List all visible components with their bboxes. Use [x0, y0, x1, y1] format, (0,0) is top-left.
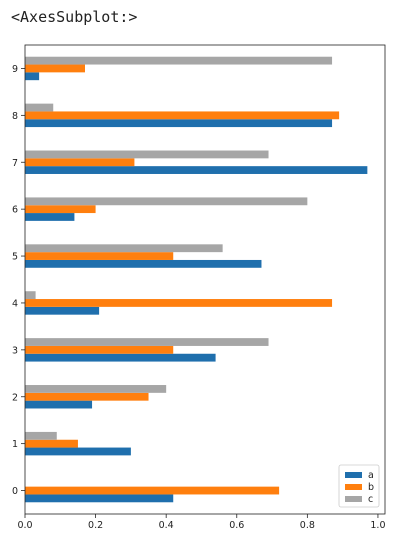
x-tick-label: 0.4 — [159, 520, 174, 531]
bar-a-3 — [25, 353, 216, 362]
bar-a-2 — [25, 400, 93, 409]
y-tick-label: 6 — [12, 205, 18, 216]
bar-c-2 — [25, 385, 167, 393]
bar-a-1 — [25, 447, 131, 456]
bar-b-2 — [25, 392, 149, 401]
legend-swatch-c — [345, 496, 362, 502]
bar-c-1 — [25, 431, 57, 440]
bar-a-7 — [25, 166, 368, 174]
y-tick-label: 1 — [12, 439, 18, 450]
bar-c-7 — [25, 150, 269, 159]
x-tick-label: 1.0 — [370, 520, 385, 531]
legend-swatch-b — [345, 484, 362, 490]
legend-label-a: a — [368, 470, 374, 481]
legend-label-c: c — [368, 494, 373, 505]
bar-b-6 — [25, 205, 96, 214]
bar-c-9 — [25, 56, 333, 65]
legend-label-b: b — [368, 482, 374, 493]
y-tick-label: 7 — [12, 158, 18, 169]
bar-b-4 — [25, 299, 333, 307]
bar-b-3 — [25, 345, 174, 354]
x-tick-label: 0.2 — [88, 520, 103, 531]
bar-c-6 — [25, 197, 308, 206]
bar-b-8 — [25, 111, 340, 120]
y-tick-label: 9 — [12, 64, 18, 75]
bar-c-8 — [25, 103, 54, 112]
y-tick-label: 5 — [12, 252, 18, 263]
bar-a-0 — [25, 494, 174, 503]
bar-a-4 — [25, 306, 100, 315]
bar-a-8 — [25, 119, 333, 128]
bar-b-9 — [25, 64, 85, 73]
bar-b-1 — [25, 439, 78, 448]
y-tick-label: 8 — [12, 111, 18, 122]
bar-b-0 — [25, 486, 280, 495]
bars-group — [25, 56, 368, 503]
x-tick-label: 0.6 — [229, 520, 244, 531]
legend: abc — [338, 464, 380, 508]
bar-b-7 — [25, 158, 135, 167]
y-tick-label: 3 — [12, 345, 18, 356]
plot-frame — [24, 44, 386, 515]
y-tick-label: 4 — [12, 298, 18, 309]
axes-group: 0.0 0.2 0.4 0.6 0.8 1.0 0 1 2 3 4 5 6 7 8 9 — [12, 44, 386, 531]
y-tick-label: 2 — [12, 392, 18, 403]
bar-a-6 — [25, 213, 75, 221]
legend-swatch-a — [345, 472, 362, 478]
bar-c-3 — [25, 338, 269, 346]
bar-b-5 — [25, 252, 174, 260]
x-tick-label: 0.0 — [17, 520, 32, 531]
bar-c-4 — [25, 291, 36, 300]
bar-c-5 — [25, 244, 223, 253]
y-tick-label: 0 — [12, 486, 18, 497]
x-tick-label: 0.8 — [300, 520, 315, 531]
output-repr-text: <AxesSubplot:> — [11, 8, 138, 26]
bar-a-5 — [25, 259, 262, 268]
bar-a-9 — [25, 72, 40, 81]
